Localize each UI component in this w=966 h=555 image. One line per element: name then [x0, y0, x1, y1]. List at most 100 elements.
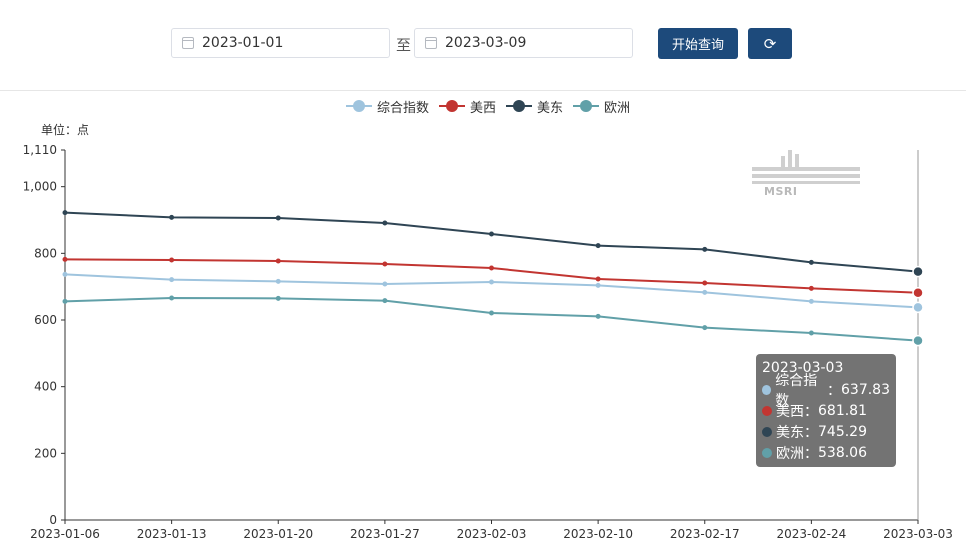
series-dot-icon [762, 426, 772, 437]
data-point [808, 298, 814, 304]
data-point [62, 210, 68, 216]
data-point [275, 295, 281, 301]
start-date-input[interactable]: 2023-01-01 [171, 28, 390, 58]
x-tick-label: 2023-03-03 [883, 527, 953, 541]
data-point [275, 258, 281, 264]
series-line-2 [64, 211, 919, 273]
start-query-button[interactable]: 开始查询 [658, 28, 738, 59]
tooltip-colon: ： [804, 424, 818, 441]
x-tick-label: 2023-02-24 [777, 527, 847, 541]
tooltip-series-value: 745.29 [818, 423, 867, 440]
data-point [595, 313, 601, 319]
data-point [912, 265, 924, 278]
data-point [595, 243, 601, 249]
legend-item[interactable]: 美东 [506, 97, 563, 116]
series-line-0 [64, 273, 919, 309]
series-dot-icon [762, 447, 772, 458]
tooltip-series-value: 637.83 [841, 381, 890, 398]
tooltip-row: 综合指数 ： 637.83 [762, 373, 890, 409]
legend-label: 综合指数 [377, 100, 430, 116]
tooltip-series-name: 美西 [776, 403, 804, 420]
data-point [702, 289, 708, 295]
series-dot-icon [762, 405, 772, 416]
watermark-text: MSRI [764, 185, 798, 198]
data-point [62, 298, 68, 304]
data-point [169, 257, 175, 263]
refresh-button[interactable]: ⟳ [748, 28, 792, 59]
series-dot-icon [762, 384, 772, 395]
x-tick-label: 2023-01-13 [137, 527, 207, 541]
data-point [595, 282, 601, 288]
legend-item[interactable]: 欧洲 [573, 97, 630, 116]
legend-item[interactable]: 综合指数 [346, 97, 429, 116]
data-point [382, 220, 388, 226]
data-point [62, 256, 68, 262]
tooltip-series-value: 538.06 [818, 444, 867, 461]
chart-tooltip: 2023-03-03 综合指数： 637.83 美西： 681.81 美东： 7… [756, 354, 896, 467]
legend-label: 美西 [470, 100, 497, 116]
legend-label: 欧洲 [604, 100, 631, 116]
x-tick-label: 2023-01-20 [243, 527, 313, 541]
y-tick-label: 200 [34, 446, 57, 460]
data-point [702, 280, 708, 286]
tooltip-series-name: 综合指数 [775, 372, 818, 409]
data-point [382, 281, 388, 287]
calendar-icon [182, 37, 194, 49]
data-point [702, 325, 708, 331]
data-point [489, 310, 494, 316]
tooltip-series-value: 681.81 [818, 402, 867, 419]
x-tick-label: 2023-02-03 [457, 527, 527, 541]
legend-swatch-icon [506, 99, 533, 113]
tooltip-title: 2023-03-03 [762, 360, 844, 376]
end-date-value: 2023-03-09 [445, 35, 527, 51]
tooltip-row: 美西： 681.81 [762, 400, 890, 421]
data-point [62, 271, 68, 277]
data-point [912, 334, 924, 347]
x-tick-label: 2023-01-06 [30, 527, 100, 541]
data-point [169, 214, 175, 220]
chart-legend: 综合指数 美西 美东 欧洲 [346, 97, 640, 116]
tooltip-row: 欧洲： 538.06 [762, 442, 890, 463]
calendar-icon [425, 37, 437, 49]
date-separator: 至 [396, 36, 412, 54]
x-tick-label: 2023-02-10 [563, 527, 633, 541]
y-tick-label: 0 [49, 513, 57, 527]
tooltip-series-name: 美东 [776, 424, 804, 441]
legend-item[interactable]: 美西 [439, 97, 496, 116]
watermark-icon [752, 150, 860, 184]
tooltip-colon: ： [827, 382, 841, 399]
data-point [382, 298, 388, 304]
legend-label: 美东 [537, 100, 564, 116]
data-point [595, 276, 601, 282]
tooltip-row: 美东： 745.29 [762, 421, 890, 442]
tooltip-colon: ： [804, 445, 818, 462]
data-point [489, 231, 494, 237]
data-point [912, 286, 924, 299]
refresh-icon: ⟳ [763, 34, 777, 53]
data-point [808, 259, 814, 265]
watermark-logo [752, 150, 862, 200]
start-date-value: 2023-01-01 [202, 35, 284, 51]
data-point [275, 278, 281, 284]
data-point [808, 330, 814, 336]
data-point [489, 279, 494, 285]
y-tick-label: 1,000 [23, 180, 57, 194]
end-date-input[interactable]: 2023-03-09 [414, 28, 633, 58]
data-point [489, 265, 494, 271]
data-point [382, 261, 388, 267]
series-line-3 [64, 296, 919, 342]
legend-swatch-icon [346, 99, 372, 113]
y-tick-label: 600 [34, 313, 57, 327]
x-tick-label: 2023-02-17 [670, 527, 740, 541]
data-point [912, 301, 924, 314]
x-tick-label: 2023-01-27 [350, 527, 420, 541]
series-line-1 [64, 258, 919, 294]
data-point [808, 285, 814, 291]
legend-swatch-icon [439, 99, 466, 113]
y-tick-label: 400 [34, 380, 57, 394]
legend-swatch-icon [573, 99, 600, 113]
query-bar: 2023-01-01 至 2023-03-09 开始查询 ⟳ [0, 0, 966, 91]
tooltip-colon: ： [804, 403, 818, 420]
unit-label: 单位：点 [41, 123, 90, 137]
